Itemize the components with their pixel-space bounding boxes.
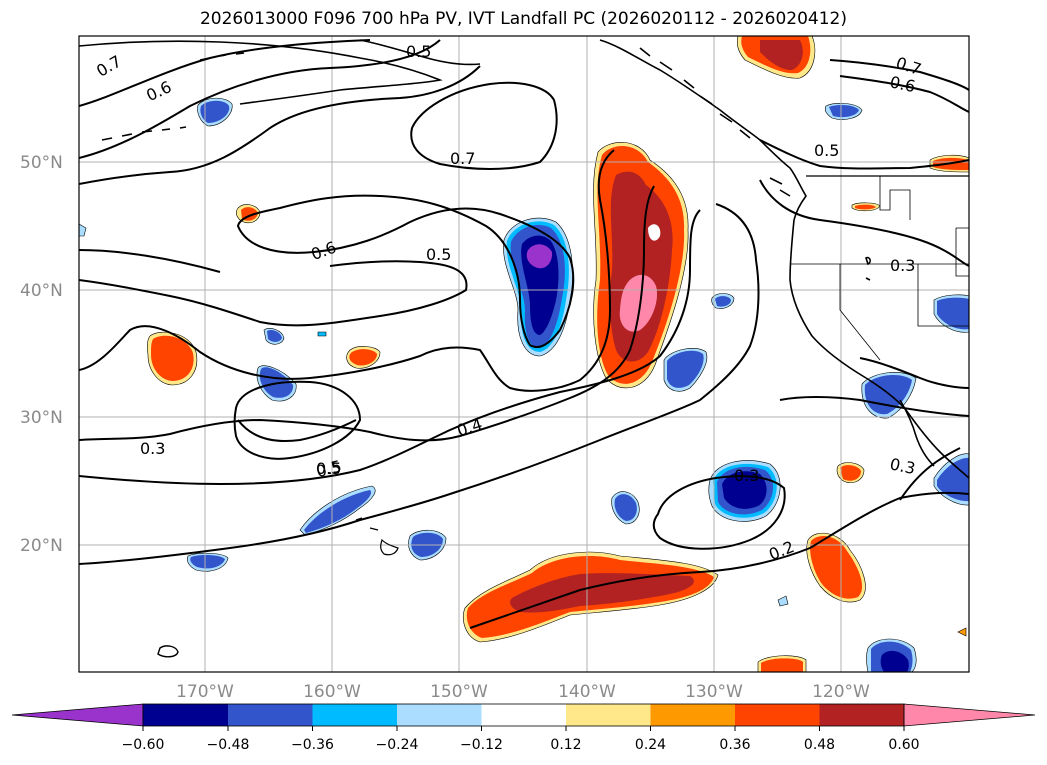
longitude-labels: 170°W 160°W 150°W 140°W 130°W 120°W bbox=[176, 682, 870, 702]
colorbar-segment bbox=[819, 704, 904, 726]
contour-label: 0.7 bbox=[450, 149, 475, 168]
colorbar-segment bbox=[735, 704, 820, 726]
colorbar-tick-label: 0.24 bbox=[635, 737, 666, 753]
colorbar-segment bbox=[566, 704, 651, 726]
lon-label-120w: 120°W bbox=[812, 682, 870, 702]
colorbar-ticks bbox=[142, 726, 905, 731]
colorbar-tick-label: −0.60 bbox=[122, 737, 165, 753]
colorbar-outline bbox=[142, 703, 905, 727]
colorbar-segment bbox=[228, 704, 313, 726]
contour-label: 0.3 bbox=[890, 256, 915, 275]
colorbar-extend-high bbox=[903, 703, 1036, 727]
contour-label: 0.6 bbox=[888, 72, 917, 96]
latitude-labels: 50°N 40°N 30°N 20°N bbox=[20, 153, 63, 556]
lat-label-30n: 30°N bbox=[20, 408, 63, 428]
colorbar-segment bbox=[481, 704, 566, 726]
positive-anomaly-core bbox=[619, 274, 658, 332]
colorbar-tick-label: −0.36 bbox=[291, 737, 334, 753]
colorbar-tick-label: −0.24 bbox=[376, 737, 419, 753]
contour-label: 0.5 bbox=[316, 459, 341, 478]
lon-label-170w: 170°W bbox=[176, 682, 234, 702]
colorbar-tick-label: −0.12 bbox=[460, 737, 503, 753]
colorbar: −0.60 −0.48 −0.36 −0.24 −0.12 0.12 0.24 … bbox=[11, 703, 1036, 753]
negative-anomaly-core bbox=[526, 244, 553, 269]
colorbar-tick-label: 0.12 bbox=[550, 737, 581, 753]
contour-label: 0.3 bbox=[734, 466, 759, 485]
colorbar-segment bbox=[397, 704, 482, 726]
contour-label: 0.5 bbox=[406, 42, 431, 61]
gridlines bbox=[79, 36, 969, 672]
contour-label: 0.3 bbox=[888, 454, 917, 478]
pv-contours bbox=[79, 39, 969, 629]
lat-label-40n: 40°N bbox=[20, 281, 63, 301]
lon-label-160w: 160°W bbox=[303, 682, 361, 702]
contour-label: 0.3 bbox=[140, 439, 165, 458]
colorbar-segment bbox=[650, 704, 735, 726]
lon-label-140w: 140°W bbox=[558, 682, 616, 702]
colorbar-tick-label: 0.48 bbox=[804, 737, 835, 753]
coastlines bbox=[79, 39, 969, 658]
lon-label-130w: 130°W bbox=[685, 682, 743, 702]
colorbar-tick-label: 0.60 bbox=[888, 737, 919, 753]
lon-label-150w: 150°W bbox=[430, 682, 488, 702]
contour-label: 0.5 bbox=[814, 141, 839, 160]
contour-label: 0.5 bbox=[426, 245, 451, 264]
colorbar-extend-low bbox=[11, 703, 144, 727]
colorbar-segment bbox=[312, 704, 397, 726]
contour-labels: 0.7 0.6 0.5 0.7 0.6 0.7 0.6 0.5 0.5 0.3 … bbox=[93, 42, 924, 564]
lat-label-20n: 20°N bbox=[20, 536, 63, 556]
map-frame bbox=[78, 35, 970, 673]
chart-title: 2026013000 F096 700 hPa PV, IVT Landfall… bbox=[199, 9, 847, 29]
colorbar-tick-labels: −0.60 −0.48 −0.36 −0.24 −0.12 0.12 0.24 … bbox=[122, 737, 920, 753]
lat-label-50n: 50°N bbox=[20, 153, 63, 173]
colorbar-tick-label: 0.36 bbox=[719, 737, 750, 753]
colorbar-tick-label: −0.48 bbox=[207, 737, 250, 753]
colorbar-segment bbox=[143, 704, 228, 726]
